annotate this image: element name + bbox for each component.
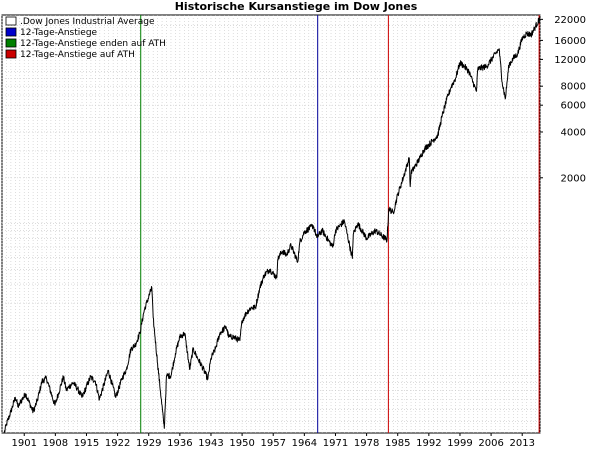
y-tick-label: 12000 xyxy=(554,55,586,66)
x-tick-label: 2013 xyxy=(509,438,534,449)
legend-label: 12-Tage-Anstiege auf ATH xyxy=(20,50,135,60)
legend-label: .Dow Jones Industrial Average xyxy=(20,17,155,27)
y-tick-label: 6000 xyxy=(561,101,586,112)
y-tick-label: 16000 xyxy=(554,36,586,47)
legend-swatch xyxy=(5,16,17,26)
x-tick-label: 1908 xyxy=(43,438,68,449)
grid-lines xyxy=(1,15,541,433)
x-tick-label: 1992 xyxy=(416,438,441,449)
y-axis-ticks: 22000 16000 12000 8000 6000 4000 2000 xyxy=(540,15,586,184)
legend: .Dow Jones Industrial Average12-Tage-Ans… xyxy=(5,16,166,60)
series-lines xyxy=(3,17,541,434)
x-tick-label: 1957 xyxy=(260,438,285,449)
y-tick-label: 22000 xyxy=(554,15,586,26)
x-tick-label: 1943 xyxy=(198,438,223,449)
x-tick-label: 1999 xyxy=(447,438,472,449)
y-tick-label: 8000 xyxy=(561,82,586,93)
x-tick-label: 1964 xyxy=(292,438,317,449)
x-tick-label: 1978 xyxy=(354,438,379,449)
x-tick-label: 1985 xyxy=(385,438,410,449)
y-tick-label: 4000 xyxy=(561,127,586,138)
x-tick-label: 1922 xyxy=(105,438,130,449)
y-tick-label: 2000 xyxy=(561,173,586,184)
legend-swatch xyxy=(5,49,17,59)
x-tick-label: 1915 xyxy=(74,438,99,449)
x-tick-label: 1950 xyxy=(229,438,254,449)
x-tick-label: 1936 xyxy=(167,438,192,449)
legend-label: 12-Tage-Anstiege xyxy=(20,28,98,38)
plot-area xyxy=(1,14,541,434)
legend-swatch xyxy=(5,27,17,37)
series-line-dow-jones xyxy=(3,17,541,434)
x-tick-label: 2006 xyxy=(478,438,503,449)
x-tick-label: 1901 xyxy=(12,438,37,449)
x-tick-label: 1971 xyxy=(323,438,348,449)
legend-swatch xyxy=(5,38,17,48)
chart-title: Historische Kursanstiege im Dow Jones xyxy=(175,0,418,13)
x-axis-ticks: 1901 1908 1915 1922 1929 1936 1943 1950 1957 1964… xyxy=(12,433,535,449)
x-tick-label: 1929 xyxy=(136,438,161,449)
legend-label: 12-Tage-Anstiege enden auf ATH xyxy=(20,39,166,49)
